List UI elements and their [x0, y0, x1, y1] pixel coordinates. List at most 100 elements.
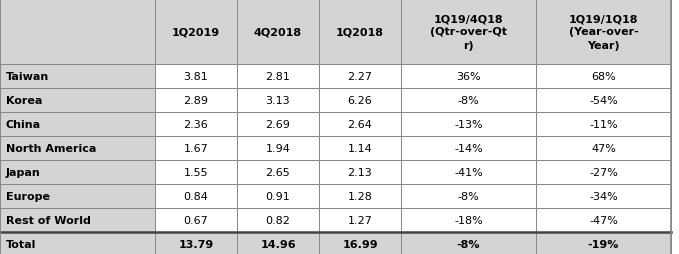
Text: 36%: 36% [456, 72, 481, 82]
Text: Rest of World: Rest of World [6, 215, 91, 225]
Text: Europe: Europe [6, 191, 50, 201]
Text: 1.27: 1.27 [348, 215, 373, 225]
Bar [319, 113, 401, 136]
Bar [0, 160, 155, 184]
Text: 1.14: 1.14 [348, 144, 372, 153]
Bar [237, 136, 319, 160]
Text: 0.67: 0.67 [183, 215, 208, 225]
Text: 2.27: 2.27 [348, 72, 373, 82]
Text: 3.13: 3.13 [265, 96, 291, 106]
Bar [155, 0, 237, 65]
Text: 1.28: 1.28 [348, 191, 373, 201]
Bar [319, 232, 401, 254]
Text: -27%: -27% [589, 167, 618, 177]
Text: -13%: -13% [454, 120, 483, 130]
Bar [155, 160, 237, 184]
Bar [0, 89, 155, 113]
Bar [0, 113, 155, 136]
Bar [237, 208, 319, 232]
Text: 47%: 47% [591, 144, 616, 153]
Text: North America: North America [6, 144, 96, 153]
Text: 4Q2018: 4Q2018 [254, 27, 302, 37]
Bar [401, 65, 536, 89]
Text: -19%: -19% [588, 239, 619, 249]
Bar [401, 136, 536, 160]
Bar [401, 208, 536, 232]
Text: 1Q2018: 1Q2018 [336, 27, 384, 37]
Text: -54%: -54% [589, 96, 618, 106]
Text: Taiwan: Taiwan [6, 72, 50, 82]
Text: 6.26: 6.26 [348, 96, 372, 106]
Bar [155, 89, 237, 113]
Bar [155, 65, 237, 89]
Text: 1Q19/4Q18
(Qtr-over-Qt
r): 1Q19/4Q18 (Qtr-over-Qt r) [430, 14, 507, 51]
Bar [401, 113, 536, 136]
Bar [237, 184, 319, 208]
Text: 2.36: 2.36 [183, 120, 208, 130]
Text: 3.81: 3.81 [183, 72, 208, 82]
Bar [237, 160, 319, 184]
Bar [536, 89, 671, 113]
Text: 13.79: 13.79 [179, 239, 214, 249]
Bar [401, 232, 536, 254]
Bar [319, 65, 401, 89]
Text: -11%: -11% [589, 120, 618, 130]
Bar [0, 0, 155, 65]
Text: 0.84: 0.84 [183, 191, 208, 201]
Bar [155, 208, 237, 232]
Bar [536, 113, 671, 136]
Text: 1Q19/1Q18
(Year-over-
Year): 1Q19/1Q18 (Year-over- Year) [568, 14, 638, 51]
Bar [237, 89, 319, 113]
Bar [536, 160, 671, 184]
Text: -18%: -18% [454, 215, 483, 225]
Text: 1.67: 1.67 [183, 144, 208, 153]
Text: -47%: -47% [589, 215, 618, 225]
Text: -34%: -34% [589, 191, 618, 201]
Bar [237, 65, 319, 89]
Bar [536, 208, 671, 232]
Bar [0, 136, 155, 160]
Text: -8%: -8% [458, 191, 479, 201]
Bar [536, 232, 671, 254]
Text: -41%: -41% [454, 167, 483, 177]
Text: 2.13: 2.13 [348, 167, 372, 177]
Text: Total: Total [6, 239, 37, 249]
Bar [536, 0, 671, 65]
Text: 1Q2019: 1Q2019 [172, 27, 220, 37]
Bar [0, 184, 155, 208]
Text: 2.81: 2.81 [265, 72, 291, 82]
Text: 2.65: 2.65 [265, 167, 291, 177]
Text: 1.55: 1.55 [184, 167, 208, 177]
Bar [401, 0, 536, 65]
Bar [237, 0, 319, 65]
Text: 0.82: 0.82 [265, 215, 291, 225]
Bar [155, 184, 237, 208]
Text: 0.91: 0.91 [265, 191, 291, 201]
Text: -8%: -8% [457, 239, 480, 249]
Bar [155, 232, 237, 254]
Text: 14.96: 14.96 [260, 239, 296, 249]
Text: China: China [6, 120, 41, 130]
Bar [401, 184, 536, 208]
Text: 2.69: 2.69 [265, 120, 291, 130]
Text: Japan: Japan [6, 167, 41, 177]
Bar [536, 65, 671, 89]
Text: -14%: -14% [454, 144, 483, 153]
Text: Korea: Korea [6, 96, 42, 106]
Bar [237, 113, 319, 136]
Bar [536, 136, 671, 160]
Text: 68%: 68% [591, 72, 616, 82]
Bar [237, 232, 319, 254]
Bar [536, 184, 671, 208]
Bar [319, 89, 401, 113]
Bar [155, 113, 237, 136]
Text: 2.89: 2.89 [183, 96, 208, 106]
Bar [319, 160, 401, 184]
Text: -8%: -8% [458, 96, 479, 106]
Bar [0, 208, 155, 232]
Bar [401, 160, 536, 184]
Bar [319, 184, 401, 208]
Bar [319, 208, 401, 232]
Bar [319, 0, 401, 65]
Bar [0, 232, 155, 254]
